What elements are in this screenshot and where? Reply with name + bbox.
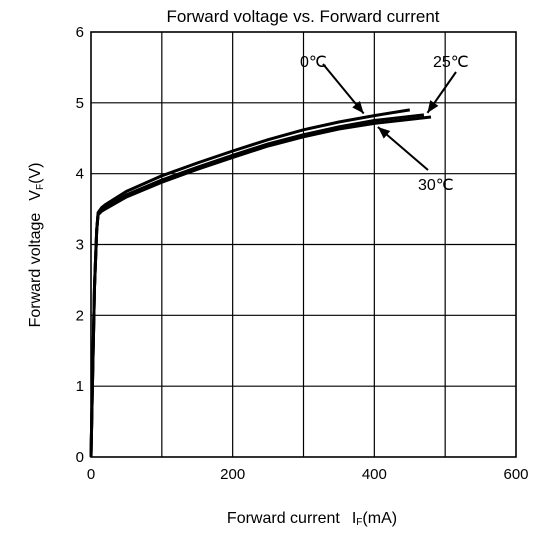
y-tick-label: 2 [76,307,84,324]
arrow-0c [322,63,365,115]
grid [91,32,516,457]
x-tick-label: 0 [87,466,95,483]
plot-area-border [90,31,517,458]
y-tick-label: 5 [76,95,84,112]
series-line-30c [89,115,432,458]
y-tick-label: 6 [76,24,84,41]
x-axis-label: Forward current IF(mA) [227,510,397,528]
annotation-label-0c: 0℃ [300,54,327,71]
x-tick-label: 400 [362,466,387,483]
series-line-0c [89,108,411,458]
annotation-label-30c: 30℃ [418,177,454,194]
y-tick-label: 0 [76,449,84,466]
y-tick-label: 1 [76,378,84,395]
annotation-label-25c: 25℃ [433,54,469,71]
y-axis-label: Forward voltageVF(V) [27,163,46,328]
y-tick-labels: 0 1 2 3 4 5 6 [76,24,84,466]
y-tick-label: 4 [76,166,84,183]
series-lines [89,108,432,458]
annotation-arrows [322,63,457,171]
arrow-30c [377,126,429,171]
chart-title: Forward voltage vs. Forward current [166,7,439,26]
x-tick-label: 200 [220,466,245,483]
arrow-25c [426,71,457,114]
y-tick-label: 3 [76,237,84,254]
x-tick-label: 600 [503,466,528,483]
x-tick-labels: 0 200 400 600 [87,466,529,483]
